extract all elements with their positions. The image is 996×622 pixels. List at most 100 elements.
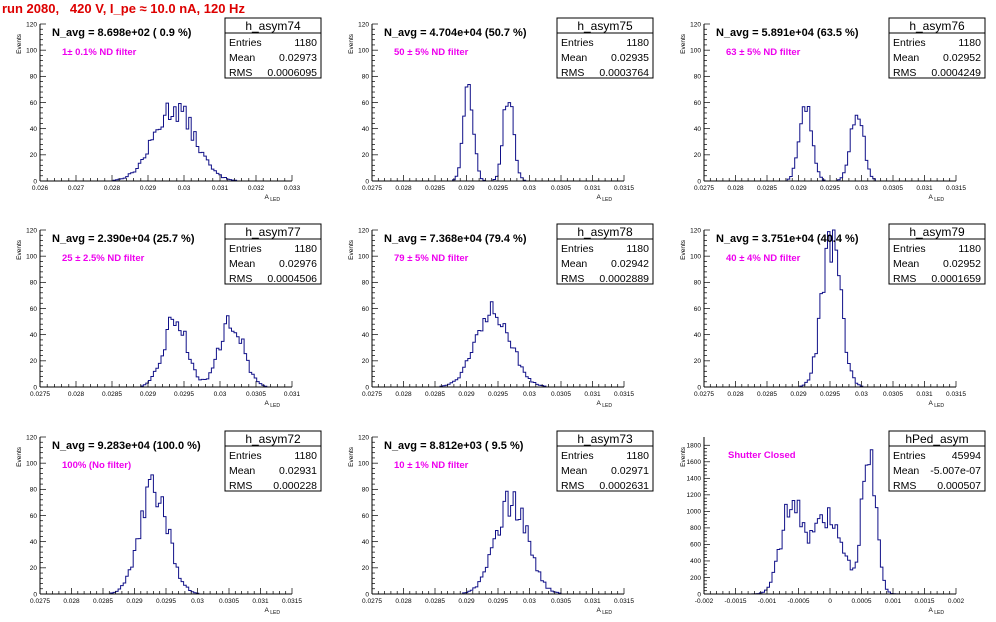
run-title: run 2080, 420 V, I_pe ≈ 10.0 nA, 120 Hz: [2, 1, 245, 16]
x-tick-label: 0.0315: [946, 391, 966, 398]
stat-value: 1180: [958, 37, 981, 49]
x-tick-label: 0.0295: [820, 391, 840, 398]
y-tick-label: 20: [694, 358, 702, 365]
y-tick-label: 80: [694, 74, 702, 81]
x-tick-label: 0.0275: [362, 185, 382, 192]
y-axis-title: Events: [16, 446, 23, 467]
x-tick-label: 0.0295: [488, 185, 508, 192]
stat-value: 1180: [626, 450, 649, 462]
histogram-name: h_asym74: [245, 19, 301, 33]
stats-box: [224, 223, 322, 285]
y-tick-label: 100: [358, 253, 369, 260]
stat-value: 0.02952: [943, 52, 981, 64]
x-tick-label: 0.0275: [694, 391, 714, 398]
x-tick-label: 0.0305: [883, 391, 903, 398]
histogram-name: h_asym75: [577, 19, 633, 33]
stat-label: Mean: [893, 258, 919, 270]
y-tick-label: 1600: [687, 459, 702, 466]
x-tick-label: 0.029: [140, 185, 157, 192]
x-tick-label: 0.028: [395, 391, 412, 398]
x-tick-label: 0.0015: [915, 598, 935, 605]
x-tick-label: 0.0315: [946, 185, 966, 192]
stat-value: 0.02935: [611, 52, 649, 64]
x-tick-label: -0.0015: [724, 598, 746, 605]
y-tick-label: 120: [358, 434, 369, 441]
stat-value: 0.0003764: [599, 67, 649, 79]
stat-value: 1180: [294, 243, 317, 255]
y-axis-title: Events: [680, 446, 687, 467]
stat-value: 1180: [958, 243, 981, 255]
stats-box: [556, 430, 654, 492]
histogram-name: h_asym76: [909, 19, 965, 33]
histogram-panel-h_asym74: 0.026 0.027 0.028 0.029 0.03 0.031 0.032 0.033 0…: [16, 17, 322, 203]
navg-label: N_avg = 9.283e+04 (100.0 %): [52, 440, 201, 452]
stat-value: 1180: [294, 450, 317, 462]
y-tick-label: 100: [358, 47, 369, 54]
x-tick-label: 0.031: [212, 185, 229, 192]
filter-note: 10 ± 1% ND filter: [394, 460, 469, 471]
x-tick-label: 0.03: [523, 185, 536, 192]
y-tick-label: 200: [690, 575, 701, 582]
stat-label: Entries: [229, 450, 262, 462]
histogram-panel-hPed_asym: -0.002 -0.0015 -0.001 -0.0005 0 0.0005 0.001 0.…: [680, 430, 986, 616]
stat-value: 0.02942: [611, 258, 649, 270]
x-tick-label: 0.0305: [219, 598, 239, 605]
stat-label: Entries: [893, 450, 926, 462]
y-tick-label: 20: [362, 565, 370, 572]
navg-label: N_avg = 3.751e+04 (40.4 %): [716, 233, 859, 245]
x-tick-label: 0.028: [727, 391, 744, 398]
x-tick-label: 0.0315: [282, 598, 302, 605]
y-tick-label: 20: [362, 358, 370, 365]
y-tick-label: 80: [362, 280, 370, 287]
y-tick-label: 120: [26, 227, 37, 234]
stat-label: Entries: [561, 243, 594, 255]
y-tick-label: 400: [690, 558, 701, 565]
stat-label: Mean: [893, 52, 919, 64]
x-tick-label: 0.0295: [488, 598, 508, 605]
histogram-panel-h_asym72: 0.0275 0.028 0.0285 0.029 0.0295 0.03 0.0305 0.…: [16, 430, 322, 616]
stat-label: RMS: [893, 273, 916, 285]
stats-box: [224, 430, 322, 492]
y-tick-label: 20: [362, 152, 370, 159]
stat-value: 1180: [626, 37, 649, 49]
y-axis-title: Events: [348, 239, 355, 260]
y-tick-label: 1400: [687, 476, 702, 483]
y-tick-label: 1200: [687, 492, 702, 499]
x-tick-label: 0: [828, 598, 832, 605]
x-axis-title: A LED: [929, 607, 945, 616]
y-tick-label: 0: [33, 178, 37, 185]
y-tick-label: 60: [362, 100, 370, 107]
x-tick-label: 0.0285: [102, 391, 122, 398]
y-tick-label: 0: [697, 178, 701, 185]
navg-label: N_avg = 5.891e+04 (63.5 %): [716, 27, 859, 39]
y-tick-label: 120: [690, 227, 701, 234]
histogram-name: h_asym73: [577, 432, 633, 446]
x-tick-label: 0.0285: [93, 598, 113, 605]
y-tick-label: 1000: [687, 509, 702, 516]
y-tick-label: 100: [690, 253, 701, 260]
x-axis-title: A LED: [597, 400, 613, 409]
x-tick-label: 0.0275: [362, 598, 382, 605]
x-tick-label: 0.029: [790, 391, 807, 398]
y-tick-label: 120: [358, 21, 369, 28]
x-tick-label: 0.031: [252, 598, 269, 605]
x-tick-label: -0.001: [758, 598, 777, 605]
stat-label: RMS: [229, 480, 252, 492]
y-tick-label: 60: [30, 100, 38, 107]
stat-value: 0.02952: [943, 258, 981, 270]
x-tick-label: 0.03: [523, 391, 536, 398]
x-tick-label: 0.0285: [757, 391, 777, 398]
histogram-line: [372, 301, 624, 388]
x-tick-label: 0.03: [855, 185, 868, 192]
x-axis-title: A LED: [597, 607, 613, 616]
x-tick-label: 0.0305: [246, 391, 266, 398]
y-tick-label: 600: [690, 542, 701, 549]
x-tick-label: 0.0285: [425, 391, 445, 398]
stats-box: [224, 17, 322, 79]
y-tick-label: 60: [362, 513, 370, 520]
histogram-panel-h_asym79: 0.0275 0.028 0.0285 0.029 0.0295 0.03 0.0305 0.…: [680, 223, 986, 409]
y-tick-label: 100: [690, 47, 701, 54]
histogram-name: hPed_asym: [905, 432, 968, 446]
y-tick-label: 0: [365, 384, 369, 391]
x-tick-label: 0.0275: [694, 185, 714, 192]
